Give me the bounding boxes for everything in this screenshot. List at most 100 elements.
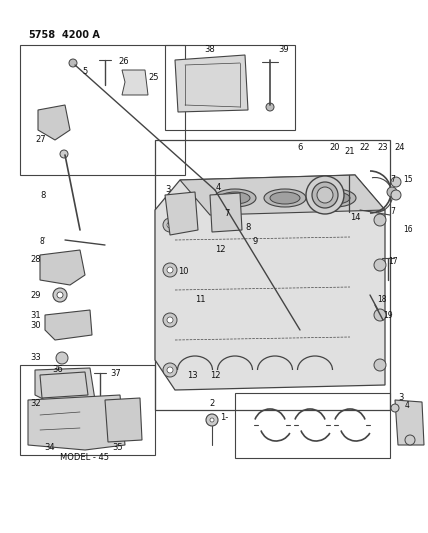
- Circle shape: [163, 263, 177, 277]
- Circle shape: [391, 190, 401, 200]
- Polygon shape: [38, 105, 70, 140]
- Circle shape: [56, 352, 68, 364]
- Ellipse shape: [214, 189, 256, 207]
- Text: 30: 30: [30, 320, 41, 329]
- Text: MODEL - 45: MODEL - 45: [60, 454, 109, 463]
- Text: 15: 15: [403, 175, 413, 184]
- Text: 8: 8: [245, 222, 251, 231]
- Polygon shape: [180, 175, 385, 215]
- Polygon shape: [40, 372, 88, 398]
- Ellipse shape: [312, 182, 338, 208]
- Text: 7: 7: [224, 209, 230, 219]
- Bar: [155, 140, 390, 410]
- Polygon shape: [165, 192, 198, 235]
- Circle shape: [167, 367, 173, 373]
- Text: 26: 26: [118, 58, 129, 67]
- Polygon shape: [122, 70, 148, 95]
- Bar: [235, 393, 390, 458]
- Polygon shape: [40, 250, 85, 285]
- Circle shape: [405, 435, 415, 445]
- Ellipse shape: [220, 192, 250, 204]
- Text: 10: 10: [178, 268, 188, 277]
- Circle shape: [374, 214, 386, 226]
- Text: 16: 16: [403, 225, 413, 235]
- Text: 1-: 1-: [220, 414, 228, 423]
- Circle shape: [167, 222, 173, 228]
- Text: 8′: 8′: [40, 238, 47, 246]
- Circle shape: [391, 404, 399, 412]
- Text: 32: 32: [30, 399, 41, 408]
- Polygon shape: [105, 398, 142, 442]
- Text: 29: 29: [30, 290, 41, 300]
- Bar: [20, 45, 185, 175]
- Circle shape: [374, 359, 386, 371]
- Text: 27: 27: [35, 135, 46, 144]
- Circle shape: [387, 187, 397, 197]
- Text: 2: 2: [209, 399, 214, 408]
- Text: 7: 7: [391, 175, 395, 184]
- Text: 7: 7: [391, 207, 395, 216]
- Text: 36: 36: [53, 366, 63, 375]
- Circle shape: [163, 218, 177, 232]
- Polygon shape: [395, 400, 424, 445]
- Text: 5758: 5758: [28, 30, 55, 40]
- Text: 19: 19: [383, 311, 393, 319]
- Circle shape: [391, 177, 401, 187]
- Text: 21: 21: [345, 148, 355, 157]
- Polygon shape: [210, 193, 242, 232]
- Text: 31: 31: [30, 311, 41, 319]
- Text: 20: 20: [330, 143, 340, 152]
- Polygon shape: [175, 55, 248, 112]
- Text: 25: 25: [148, 74, 158, 83]
- Text: 38: 38: [205, 45, 215, 54]
- Circle shape: [167, 267, 173, 273]
- Circle shape: [53, 288, 67, 302]
- Text: 12: 12: [210, 370, 220, 379]
- Bar: [20, 365, 155, 455]
- Text: 34: 34: [45, 443, 55, 453]
- Text: 14: 14: [350, 213, 360, 222]
- Circle shape: [374, 309, 386, 321]
- Circle shape: [57, 292, 63, 298]
- Text: 35: 35: [113, 443, 123, 453]
- Text: 24: 24: [395, 143, 405, 152]
- Circle shape: [266, 103, 274, 111]
- Text: 6: 6: [297, 143, 303, 152]
- Ellipse shape: [317, 187, 333, 203]
- Ellipse shape: [264, 189, 306, 207]
- Circle shape: [163, 313, 177, 327]
- Text: 3: 3: [398, 393, 403, 402]
- Text: 28: 28: [30, 255, 41, 264]
- Ellipse shape: [270, 192, 300, 204]
- Text: 4200 A: 4200 A: [62, 30, 100, 40]
- Text: 13: 13: [187, 370, 197, 379]
- Ellipse shape: [320, 192, 350, 204]
- Text: 4: 4: [405, 400, 410, 409]
- Text: 8: 8: [40, 190, 45, 199]
- Text: 22: 22: [360, 143, 370, 152]
- Circle shape: [374, 259, 386, 271]
- Circle shape: [206, 414, 218, 426]
- Circle shape: [210, 418, 214, 422]
- Text: 17: 17: [388, 257, 398, 266]
- Text: 11: 11: [195, 295, 205, 304]
- Ellipse shape: [306, 176, 344, 214]
- Circle shape: [69, 59, 77, 67]
- Ellipse shape: [314, 189, 356, 207]
- Text: 5: 5: [82, 68, 88, 77]
- Text: 4: 4: [215, 183, 220, 192]
- Polygon shape: [35, 368, 95, 405]
- Text: 39: 39: [278, 45, 288, 54]
- Text: 12: 12: [215, 246, 225, 254]
- Circle shape: [60, 150, 68, 158]
- Text: 23: 23: [377, 143, 388, 152]
- Text: 9: 9: [253, 238, 258, 246]
- Text: 3: 3: [165, 185, 170, 195]
- Text: 37: 37: [110, 368, 121, 377]
- Circle shape: [163, 363, 177, 377]
- Polygon shape: [45, 310, 92, 340]
- Polygon shape: [28, 395, 125, 450]
- Circle shape: [167, 317, 173, 323]
- Text: 18: 18: [377, 295, 387, 304]
- Bar: [165, 45, 295, 130]
